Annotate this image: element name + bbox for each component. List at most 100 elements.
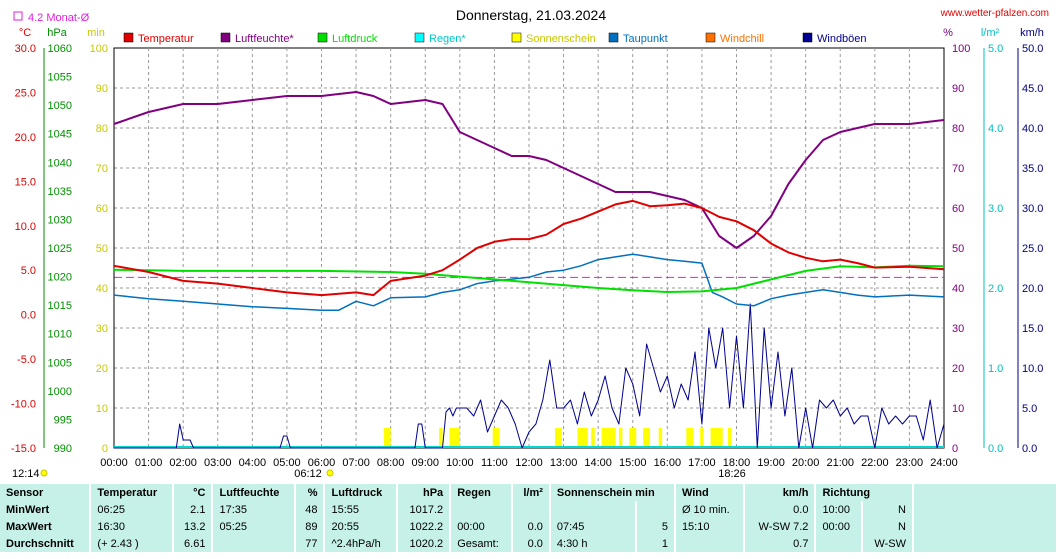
temp-tick: 0.0 bbox=[21, 310, 36, 322]
humidity-tick: 90 bbox=[952, 83, 964, 95]
cell: Ø 10 min. bbox=[674, 501, 745, 518]
pressure-tick: 1045 bbox=[48, 129, 72, 141]
cell: 1022.2 bbox=[396, 518, 452, 535]
wind-tick: 20.0 bbox=[1022, 283, 1043, 295]
humidity-tick: 20 bbox=[952, 363, 964, 375]
sun-tick: 100 bbox=[90, 43, 108, 55]
cell: 16:30 bbox=[90, 518, 174, 535]
x-tick-label: 20:00 bbox=[792, 457, 820, 469]
hdr-hum: Luftfeuchte bbox=[212, 484, 297, 501]
series-luftdruck bbox=[113, 264, 945, 293]
x-tick-label: 24:00 bbox=[930, 457, 958, 469]
sun-tick: 20 bbox=[96, 363, 108, 375]
spacer bbox=[913, 518, 1058, 535]
cell: (+ 2.43 ) bbox=[90, 535, 174, 552]
stats-row-avg: Durchschnitt (+ 2.43 ) 6.61 77 ^2.4hPa/h… bbox=[0, 535, 1058, 552]
pressure-tick: 1000 bbox=[48, 386, 72, 398]
legend-label: Windchill bbox=[720, 33, 764, 45]
pressure-tick: 995 bbox=[54, 414, 72, 426]
series-luftfeuchte bbox=[113, 91, 945, 249]
site-url: www.wetter-pfalzen.com bbox=[940, 8, 1049, 19]
humidity-tick: 30 bbox=[952, 323, 964, 335]
sun-tick: 50 bbox=[96, 243, 108, 255]
temp-tick: 15.0 bbox=[15, 176, 36, 188]
wind-tick: 0.0 bbox=[1022, 443, 1037, 455]
extra-time: 12:14 bbox=[12, 468, 40, 480]
x-tick-label: 15:00 bbox=[619, 457, 647, 469]
temp-tick: -10.0 bbox=[11, 399, 36, 411]
cell bbox=[674, 535, 745, 552]
legend-label: Luftdruck bbox=[332, 33, 378, 45]
hdr-spacer bbox=[913, 484, 1058, 501]
pressure-tick: 1060 bbox=[48, 43, 72, 55]
cell: N bbox=[861, 501, 915, 518]
cell: 1020.2 bbox=[396, 535, 452, 552]
sunshine-bar bbox=[449, 428, 460, 448]
rain-tick: 0.0 bbox=[988, 443, 1003, 455]
legend-swatch bbox=[414, 32, 425, 43]
cell: 20:55 bbox=[324, 518, 398, 535]
pressure-tick: 1030 bbox=[48, 214, 72, 226]
weather-chart: Donnerstag, 21.03.2024 www.wetter-pfalze… bbox=[11, 7, 1049, 480]
legend-label: Temperatur bbox=[138, 33, 194, 45]
x-tick-label: 04:00 bbox=[239, 457, 267, 469]
hdr-rain: Regen bbox=[450, 484, 514, 501]
wind-tick: 40.0 bbox=[1022, 123, 1043, 135]
sun-tick: 60 bbox=[96, 203, 108, 215]
spacer bbox=[913, 535, 1058, 552]
x-tick-label: 14:00 bbox=[584, 457, 612, 469]
row-label: Durchschnitt bbox=[0, 535, 92, 552]
sunshine-bar bbox=[439, 428, 443, 448]
humidity-tick: 0 bbox=[952, 443, 958, 455]
legend-swatch bbox=[802, 32, 813, 43]
legend-label: Luftfeuchte* bbox=[235, 33, 294, 45]
humidity-tick: 10 bbox=[952, 403, 964, 415]
sunshine-bar bbox=[643, 428, 651, 448]
series-windböen bbox=[114, 303, 945, 449]
temp-tick: 25.0 bbox=[15, 87, 36, 99]
cell bbox=[212, 535, 297, 552]
legend-swatch bbox=[123, 32, 134, 43]
pressure-tick: 1005 bbox=[48, 357, 72, 369]
legend-swatch bbox=[511, 32, 522, 43]
sun-tick: 10 bbox=[96, 403, 108, 415]
x-tick-label: 00:00 bbox=[100, 457, 128, 469]
row-label: MinWert bbox=[0, 501, 92, 518]
sun-tick: 70 bbox=[96, 163, 108, 175]
cell: N bbox=[861, 518, 915, 535]
cell: 00:00 bbox=[450, 518, 514, 535]
legend: Temperatur Luftfeuchte* Luftdruck Regen* Son… bbox=[123, 32, 867, 45]
cell: 00:00 bbox=[815, 518, 863, 535]
sun-tick: 0 bbox=[102, 443, 108, 455]
series-taupunkt bbox=[113, 253, 945, 311]
sunshine-bar bbox=[686, 428, 694, 448]
pressure-tick: 1015 bbox=[48, 300, 72, 312]
stats-panel: Sensor Temperatur °C Luftfeuchte % Luftd… bbox=[0, 484, 1058, 552]
wind-tick: 45.0 bbox=[1022, 83, 1043, 95]
rain-tick: 2.0 bbox=[988, 283, 1003, 295]
cell bbox=[512, 501, 551, 518]
spacer bbox=[913, 501, 1058, 518]
legend-swatch bbox=[317, 32, 328, 43]
series-lines bbox=[113, 91, 945, 449]
hdr-temp: Temperatur bbox=[90, 484, 174, 501]
temp-tick: -15.0 bbox=[11, 443, 36, 455]
wind-tick: 50.0 bbox=[1022, 43, 1043, 55]
rain-tick: 5.0 bbox=[988, 43, 1003, 55]
rain-tick: 4.0 bbox=[988, 123, 1003, 135]
rain-tick: 1.0 bbox=[988, 363, 1003, 375]
cell: 1 bbox=[636, 535, 676, 552]
legend-swatch bbox=[220, 32, 231, 43]
humidity-tick: 50 bbox=[952, 243, 964, 255]
sunrise-icon bbox=[326, 469, 334, 477]
sunshine-bars bbox=[383, 428, 732, 448]
left-axes: 30.0 25.0 20.0 15.0 10.0 5.0 0.0 -5.0 -10.0 -15.0… bbox=[11, 43, 1044, 455]
x-tick-label: 21:00 bbox=[826, 457, 854, 469]
x-tick-label: 17:00 bbox=[688, 457, 716, 469]
humidity-tick: 60 bbox=[952, 203, 964, 215]
sun-icon bbox=[40, 469, 48, 477]
wind-tick: 10.0 bbox=[1022, 363, 1043, 375]
cell: 10:00 bbox=[815, 501, 863, 518]
x-tick-label: 07:00 bbox=[342, 457, 370, 469]
legend-label: Windböen bbox=[817, 33, 867, 45]
